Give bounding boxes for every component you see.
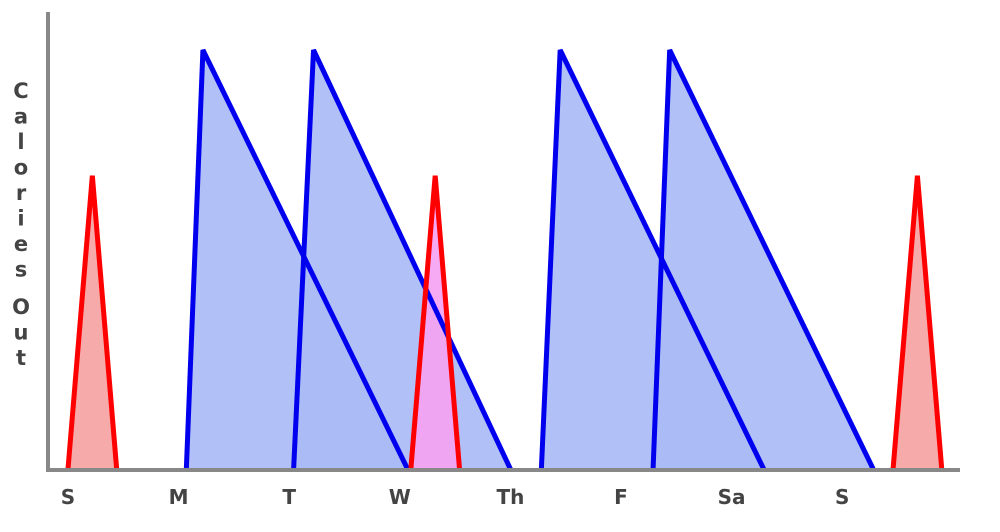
long-decay-area-2 xyxy=(293,50,511,469)
short-spike-area-3 xyxy=(893,175,942,469)
y-axis-label-letter: a xyxy=(14,105,28,129)
x-tick-label: S xyxy=(61,485,75,509)
x-tick-label: M xyxy=(169,485,189,509)
axes xyxy=(46,12,960,472)
x-tick-label: Sa xyxy=(718,485,746,509)
y-axis-label-letter: s xyxy=(15,258,28,282)
x-tick-label: W xyxy=(389,485,411,509)
long-decay-outline-1 xyxy=(183,48,410,471)
y-axis-label-letter: l xyxy=(17,130,24,154)
y-axis-label-letter: O xyxy=(12,295,30,319)
y-axis-label-letter: t xyxy=(16,346,26,370)
y-axis-label-letter: u xyxy=(14,321,29,345)
long-decay-outline-4 xyxy=(650,48,876,471)
y-axis-label-letter: i xyxy=(17,207,24,231)
short-spike-outline-1 xyxy=(65,175,120,470)
y-axis-label-letter: o xyxy=(14,156,28,180)
short-spike-outline-3 xyxy=(890,175,945,470)
long-decay-outline-3 xyxy=(538,48,766,471)
x-tick-label: Th xyxy=(496,485,524,509)
x-tick-label: F xyxy=(614,485,628,509)
short-spike-area-2 xyxy=(410,175,460,469)
y-axis-label-letter: r xyxy=(16,181,27,205)
plot-area xyxy=(65,48,945,471)
x-tick-labels: S M T W Th F Sa S xyxy=(61,485,850,509)
area-fills xyxy=(68,50,942,469)
y-axis-label-letter: C xyxy=(13,79,28,103)
area-outlines xyxy=(65,48,945,471)
long-decay-area-4 xyxy=(653,50,874,469)
long-decay-outline-2 xyxy=(291,48,513,471)
x-tick-label: S xyxy=(835,485,849,509)
x-tick-label: T xyxy=(282,485,296,509)
short-spike-outline-2 xyxy=(408,175,463,470)
y-axis-label-letter: e xyxy=(14,232,28,256)
short-spike-area-1 xyxy=(68,175,117,469)
